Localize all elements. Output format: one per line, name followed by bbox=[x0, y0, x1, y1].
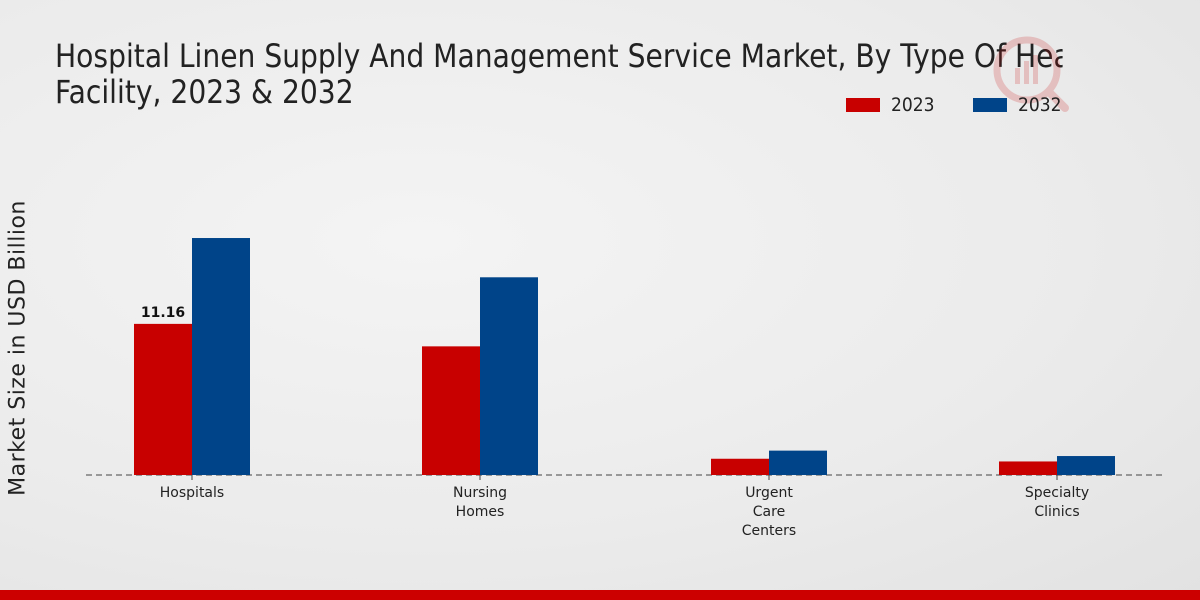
bar-2023-2 bbox=[711, 458, 769, 475]
x-tick-label: Nursing Homes bbox=[453, 485, 507, 520]
bar-2023-3 bbox=[999, 461, 1057, 475]
data-label: 11.16 bbox=[141, 305, 185, 321]
x-tick-label: Hospitals bbox=[160, 485, 224, 501]
bar-2032-0 bbox=[192, 238, 250, 475]
chart-title-line-1: Hospital Linen Supply And Management Ser… bbox=[55, 38, 1063, 75]
chart-title: Hospital Linen Supply And Management Ser… bbox=[55, 38, 1063, 110]
bar-2023-0 bbox=[134, 323, 192, 475]
bar-2032-2 bbox=[769, 450, 827, 475]
legend-swatch-2032 bbox=[973, 98, 1008, 112]
legend-swatch-2023 bbox=[846, 98, 880, 112]
x-tick-label: Urgent Care Centers bbox=[742, 485, 796, 539]
legend-label-2023: 2023 bbox=[891, 94, 935, 116]
chart-title-line-2: Facility, 2023 & 2032 bbox=[55, 73, 354, 110]
legend-item-2032: 2032 bbox=[973, 94, 1066, 116]
brand-watermark-icon bbox=[985, 28, 1075, 122]
bar-2032-3 bbox=[1057, 456, 1115, 475]
x-tick-label: Specialty Clinics bbox=[1025, 485, 1089, 520]
bar-2032-1 bbox=[480, 277, 538, 475]
bar-2023-1 bbox=[422, 346, 480, 475]
chart-legend: 2023 2032 bbox=[846, 94, 1101, 116]
legend-label-2032: 2032 bbox=[1018, 94, 1062, 116]
legend-item-2023: 2023 bbox=[846, 94, 939, 116]
bottom-accent-bar bbox=[0, 590, 1200, 600]
